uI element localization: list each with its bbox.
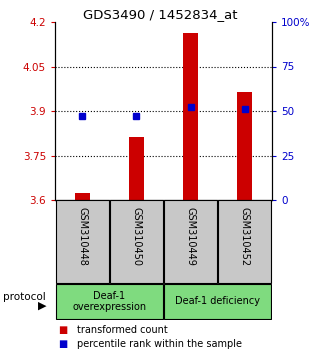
Text: percentile rank within the sample: percentile rank within the sample — [77, 339, 243, 349]
Bar — [56, 284, 163, 319]
Text: protocol: protocol — [3, 292, 46, 302]
Bar — [110, 200, 163, 283]
Bar — [56, 200, 109, 283]
Bar — [237, 92, 252, 200]
Text: ▶: ▶ — [38, 301, 46, 311]
Text: GDS3490 / 1452834_at: GDS3490 / 1452834_at — [83, 8, 237, 21]
Text: Deaf-1
overexpression: Deaf-1 overexpression — [72, 291, 146, 312]
Bar — [129, 137, 144, 200]
Text: Deaf-1 deficiency: Deaf-1 deficiency — [175, 297, 260, 307]
Text: GSM310452: GSM310452 — [240, 207, 250, 266]
Bar — [164, 200, 217, 283]
Bar — [183, 33, 198, 200]
Text: GSM310448: GSM310448 — [77, 207, 87, 266]
Bar — [75, 194, 90, 200]
Text: ■: ■ — [58, 339, 68, 349]
Bar — [164, 284, 271, 319]
Bar — [218, 200, 271, 283]
Text: transformed count: transformed count — [77, 325, 168, 335]
Text: GSM310450: GSM310450 — [132, 207, 141, 266]
Text: GSM310449: GSM310449 — [186, 207, 196, 266]
Text: ■: ■ — [58, 325, 68, 335]
